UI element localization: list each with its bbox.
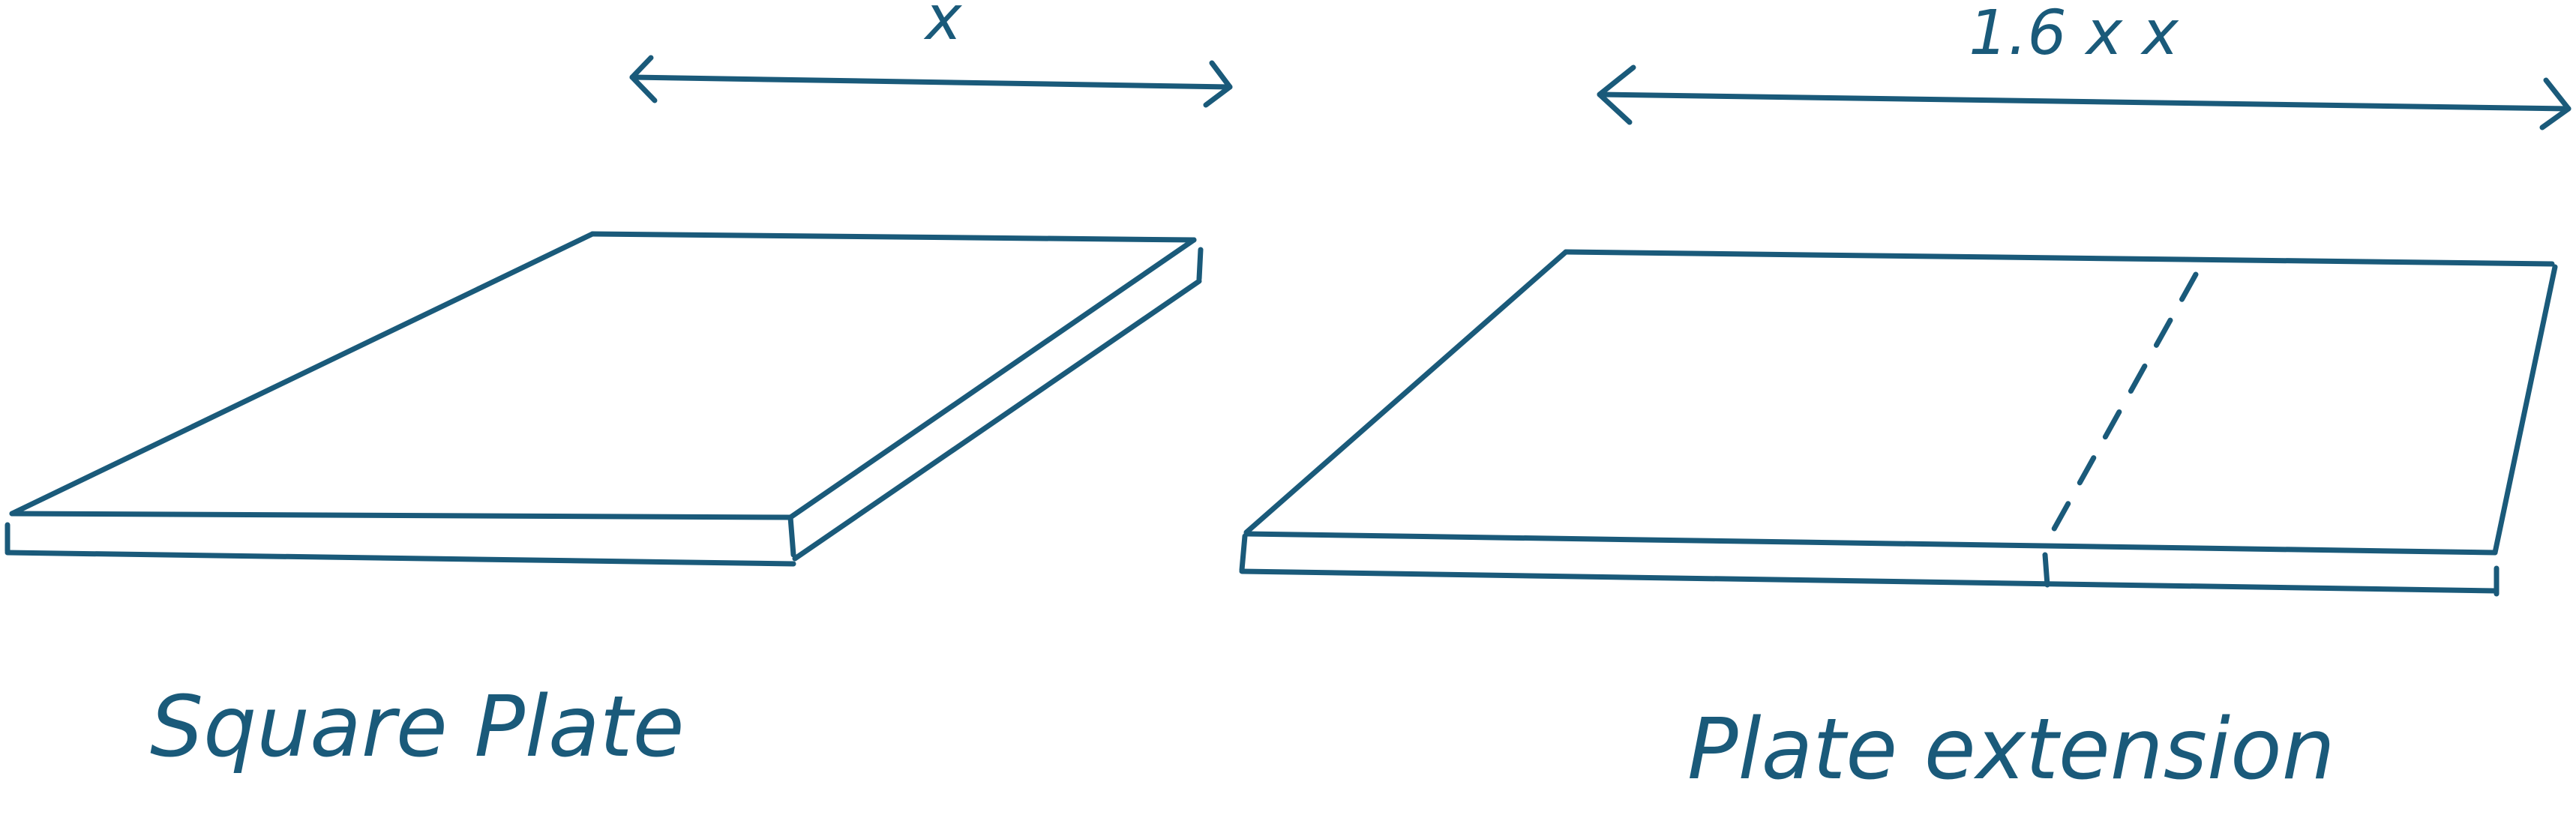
plate-extension-caption: Plate extension [1687,701,2335,799]
plate-extension-outline [1239,249,2558,597]
square-plate-dimension-label: x [923,0,963,54]
square-plate-outline [4,231,1204,567]
plate-extension-dimension-arrow [1597,64,2572,130]
plate-extension-figure: 1.6 x x Plate extension [1239,0,2572,799]
square-plate-dimension-arrow [629,55,1233,108]
square-plate-caption: Square Plate [150,679,684,776]
square-plate-figure: x Square Plate [4,0,1233,776]
plate-extension-dimension-label: 1.6 x x [1969,0,2179,69]
